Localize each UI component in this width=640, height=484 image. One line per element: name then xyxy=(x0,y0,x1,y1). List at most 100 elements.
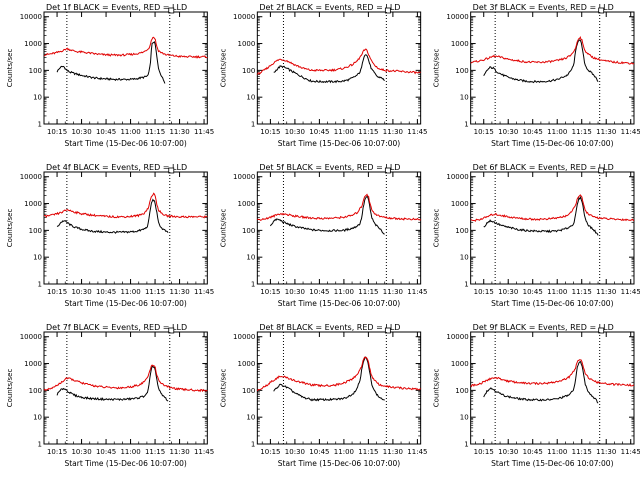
time-marker-box xyxy=(168,327,175,334)
x-tick-label: 11:45 xyxy=(194,448,214,456)
events-series-line xyxy=(483,360,599,404)
panel-title: Det 6f BLACK = Events, RED = LLD xyxy=(473,163,614,172)
x-axis-label: Start Time (15-Dec-06 10:07:00) xyxy=(64,459,186,468)
y-tick-label: 100 xyxy=(29,387,42,395)
x-tick-label: 11:45 xyxy=(621,288,640,296)
plot-frame xyxy=(256,331,422,445)
x-tick-label: 10:30 xyxy=(71,448,91,456)
x-tick-label: 11:30 xyxy=(383,288,403,296)
y-tick-label: 100 xyxy=(455,67,468,75)
x-tick-label: 10:15 xyxy=(260,288,280,296)
y-tick-label: 1 xyxy=(38,441,42,449)
x-tick-label: 10:45 xyxy=(96,128,116,136)
y-tick-label: 10000 xyxy=(233,173,255,181)
x-tick-label: 11:45 xyxy=(194,128,214,136)
panel-title: Det 9f BLACK = Events, RED = LLD xyxy=(473,323,614,332)
x-tick-label: 10:30 xyxy=(285,128,305,136)
events-series-line xyxy=(56,198,169,234)
events-series-line xyxy=(273,54,385,84)
detector-panel-1: Det 1f BLACK = Events, RED = LLD Counts/s… xyxy=(6,3,214,148)
plot-frame xyxy=(470,11,635,125)
y-tick-label: 1000 xyxy=(238,200,256,208)
panel-title: Det 4f BLACK = Events, RED = LLD xyxy=(46,163,187,172)
y-tick-label: 10000 xyxy=(446,13,468,21)
panel-title: Det 1f BLACK = Events, RED = LLD xyxy=(46,3,187,12)
x-tick-label: 11:45 xyxy=(407,128,427,136)
y-tick-label: 10 xyxy=(246,414,255,422)
x-tick-label: 10:15 xyxy=(474,448,494,456)
lld-series-line xyxy=(43,36,208,59)
x-tick-label: 10:30 xyxy=(498,288,518,296)
x-tick-label: 10:30 xyxy=(71,288,91,296)
x-tick-label: 10:45 xyxy=(96,288,116,296)
y-tick-label: 100 xyxy=(242,387,255,395)
x-axis-label: Start Time (15-Dec-06 10:07:00) xyxy=(491,299,613,308)
x-tick-label: 11:30 xyxy=(383,448,403,456)
events-series-line xyxy=(483,39,599,84)
x-tick-label: 11:45 xyxy=(621,448,640,456)
x-tick-label: 11:45 xyxy=(621,128,640,136)
y-tick-label: 100 xyxy=(29,67,42,75)
time-marker-box xyxy=(168,167,175,174)
plot-frame xyxy=(470,331,635,445)
y-tick-label: 1 xyxy=(38,281,42,289)
x-tick-label: 10:45 xyxy=(309,288,329,296)
y-tick-label: 10000 xyxy=(446,333,468,341)
lld-series-line xyxy=(470,36,635,65)
events-series-line xyxy=(56,365,169,402)
x-axis-label: Start Time (15-Dec-06 10:07:00) xyxy=(491,139,613,148)
detector-panel-5: Det 5f BLACK = Events, RED = LLD Counts/s… xyxy=(219,163,427,308)
x-tick-label: 10:15 xyxy=(47,448,67,456)
time-marker-box xyxy=(598,7,605,14)
x-tick-label: 10:15 xyxy=(47,128,67,136)
events-series-line xyxy=(483,195,599,236)
x-tick-label: 11:45 xyxy=(194,288,214,296)
lld-series-line xyxy=(43,364,208,393)
x-axis-label: Start Time (15-Dec-06 10:07:00) xyxy=(278,299,400,308)
plot-frame xyxy=(43,11,208,125)
y-tick-label: 10000 xyxy=(446,173,468,181)
y-tick-label: 10 xyxy=(246,94,255,102)
x-tick-label: 11:15 xyxy=(358,288,378,296)
x-tick-label: 10:15 xyxy=(47,288,67,296)
x-tick-label: 11:15 xyxy=(358,448,378,456)
y-tick-label: 1000 xyxy=(24,200,42,208)
y-tick-label: 100 xyxy=(455,227,468,235)
y-tick-label: 1000 xyxy=(238,40,256,48)
x-tick-label: 11:00 xyxy=(120,128,140,136)
y-tick-label: 10 xyxy=(246,254,255,262)
x-tick-label: 11:00 xyxy=(120,288,140,296)
y-tick-label: 1 xyxy=(38,121,42,129)
x-tick-label: 11:00 xyxy=(334,128,354,136)
x-tick-label: 10:30 xyxy=(285,288,305,296)
events-series-line xyxy=(269,195,385,235)
y-tick-label: 10 xyxy=(460,94,469,102)
panel-title: Det 5f BLACK = Events, RED = LLD xyxy=(259,163,400,172)
x-tick-label: 11:00 xyxy=(334,288,354,296)
x-tick-label: 11:15 xyxy=(145,128,165,136)
y-axis-label: Counts/sec xyxy=(6,369,14,408)
x-tick-label: 11:30 xyxy=(596,448,616,456)
x-tick-label: 11:00 xyxy=(547,288,567,296)
x-tick-label: 11:15 xyxy=(358,128,378,136)
y-tick-label: 10000 xyxy=(20,173,42,181)
plot-frame xyxy=(470,171,635,285)
y-tick-label: 100 xyxy=(455,387,468,395)
x-tick-label: 10:15 xyxy=(260,448,280,456)
x-tick-label: 11:00 xyxy=(120,448,140,456)
y-tick-label: 10000 xyxy=(20,13,42,21)
x-tick-label: 10:15 xyxy=(474,128,494,136)
detector-panel-2: Det 2f BLACK = Events, RED = LLD Counts/s… xyxy=(219,3,427,148)
x-tick-label: 10:30 xyxy=(285,448,305,456)
detector-panel-4: Det 4f BLACK = Events, RED = LLD Counts/s… xyxy=(6,163,214,308)
detector-panel-7: Det 7f BLACK = Events, RED = LLD Counts/s… xyxy=(6,323,214,468)
x-tick-label: 10:30 xyxy=(498,128,518,136)
x-tick-label: 10:15 xyxy=(474,288,494,296)
x-tick-label: 10:15 xyxy=(260,128,280,136)
x-tick-label: 11:30 xyxy=(596,128,616,136)
x-tick-label: 11:15 xyxy=(572,288,592,296)
lld-series-line xyxy=(257,193,422,221)
y-tick-label: 100 xyxy=(242,227,255,235)
y-tick-label: 1 xyxy=(464,281,468,289)
y-tick-label: 1 xyxy=(251,281,255,289)
